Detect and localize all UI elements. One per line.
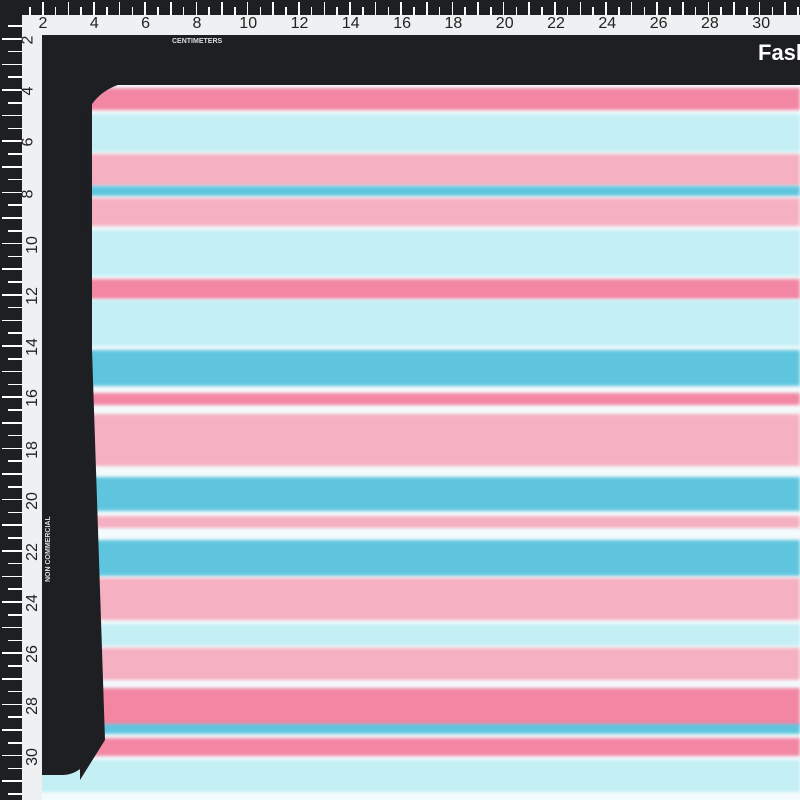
fabric-stripe — [0, 230, 800, 276]
fabric-stripe — [0, 279, 800, 299]
fabric-stripe — [0, 414, 800, 466]
fabric-stripe — [0, 88, 800, 110]
fabric-stripe — [0, 516, 800, 528]
fabric-stripe — [0, 198, 800, 226]
fabric-stripe — [0, 154, 800, 186]
fabric-stripe — [0, 300, 800, 346]
fabric-stripe — [0, 350, 800, 386]
fabric-stripe — [0, 114, 800, 152]
fabric-stripe — [0, 540, 800, 576]
fabric-stripe — [0, 688, 800, 726]
fabric-stripe — [0, 186, 800, 196]
fabric-stripe — [0, 724, 800, 734]
fabric-stripe — [0, 578, 800, 620]
fabric-stripe — [0, 624, 800, 646]
fabric-stripe — [0, 648, 800, 680]
fabric-stripe — [0, 738, 800, 756]
fabric-stripe — [0, 760, 800, 792]
fabric-stripe — [0, 477, 800, 511]
fabric-stripe — [0, 393, 800, 405]
